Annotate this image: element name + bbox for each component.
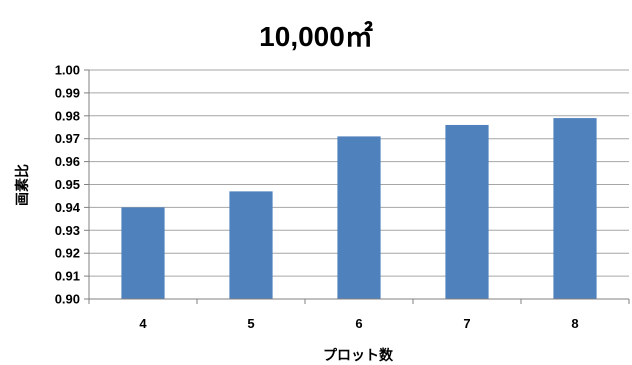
y-tick-label: 0.94 (55, 200, 81, 215)
y-tick-label: 0.98 (55, 108, 80, 123)
bar-7 (445, 124, 489, 300)
bars (121, 118, 597, 300)
x-tick-label: 5 (247, 316, 254, 331)
y-tick-label: 0.90 (55, 292, 80, 307)
x-tick-label: 7 (463, 316, 470, 331)
y-tick-label: 1.00 (55, 63, 80, 78)
chart-title: 10,000㎡ (259, 20, 373, 52)
y-tick-label: 0.96 (55, 154, 80, 169)
y-tick-label: 0.99 (55, 85, 80, 100)
x-tick-label: 8 (571, 316, 578, 331)
bar-8 (553, 118, 597, 299)
y-tick-label: 0.97 (55, 131, 80, 146)
x-tick-labels: 4 5 6 7 8 (139, 316, 578, 331)
bar-4 (121, 207, 165, 299)
y-tick-labels: 0.90 0.91 0.92 0.93 0.94 0.95 0.96 0.97 0.98 0.99… (55, 63, 81, 307)
bar-6 (337, 136, 381, 299)
y-tick-label: 0.93 (55, 223, 80, 238)
x-tick-label: 6 (355, 316, 362, 331)
x-axis-title: プロット数 (323, 347, 394, 364)
y-tick-label: 0.91 (55, 269, 80, 284)
bar-5 (229, 191, 273, 299)
y-tick-label: 0.92 (55, 246, 80, 261)
axes (88, 70, 630, 304)
x-tick-label: 4 (139, 316, 147, 331)
y-axis-title: 画素比 (14, 164, 31, 206)
y-tick-label: 0.95 (55, 177, 80, 192)
